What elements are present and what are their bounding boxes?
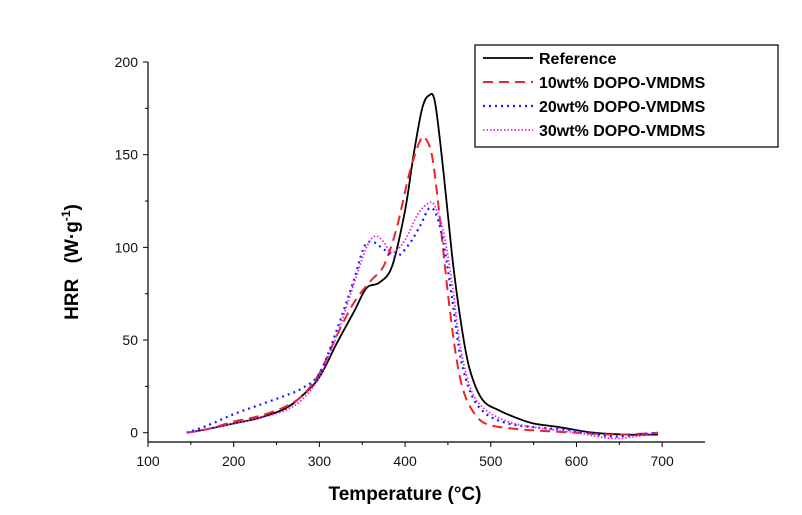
x-tick-label: 100	[136, 453, 160, 469]
series-line-2	[186, 135, 658, 436]
legend-label-4: 30wt% DOPO-VMDMS	[539, 123, 706, 140]
plot-lines	[186, 92, 659, 440]
series-line-3	[186, 206, 658, 438]
legend: Reference 10wt% DOPO-VMDMS 20wt% DOPO-VMDM…	[474, 44, 779, 148]
x-axis-title: Temperature (°C)	[329, 484, 482, 505]
y-axis-title: HRR (W·g-1)	[59, 204, 83, 320]
y-tick-label: 150	[115, 147, 139, 163]
x-tick-label: 700	[650, 453, 674, 469]
legend-label-2: 10wt% DOPO-VMDMS	[539, 75, 706, 92]
y-axis-title-name: HRR	[62, 278, 83, 319]
x-tick-label: 400	[393, 453, 417, 469]
series-line-4	[186, 201, 659, 440]
y-axis-title-sup: -1	[59, 210, 73, 221]
y-tick-label: 0	[130, 425, 138, 441]
legend-label-1: Reference	[539, 51, 616, 68]
x-tick-label: 500	[479, 453, 503, 469]
y-tick-label: 100	[115, 239, 139, 255]
plot-axes: 100 200 300 400 500 600 700 0 50 100 150 200	[115, 54, 705, 469]
x-tick-label: 300	[308, 453, 332, 469]
y-tick-label: 200	[115, 54, 139, 70]
y-axis-title-close: )	[62, 204, 83, 210]
x-tick-label: 200	[222, 453, 246, 469]
y-axis-title-unit: (W·g	[62, 221, 83, 263]
x-tick-label: 600	[565, 453, 589, 469]
y-tick-label: 50	[122, 332, 138, 348]
legend-label-3: 20wt% DOPO-VMDMS	[539, 99, 706, 116]
